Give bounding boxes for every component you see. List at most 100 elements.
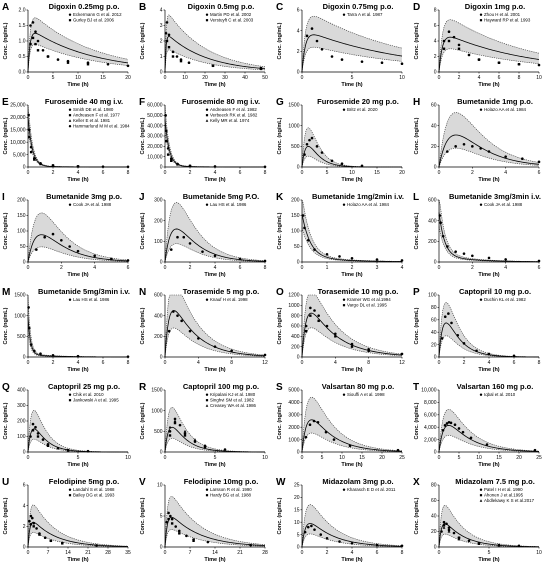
panel-n: N Torasemide 5 mg p.o. 0 4 8 12 0 200 400 600 Time… [137,285,274,380]
x-tick-label: 10 [536,75,542,81]
legend-marker [205,108,209,111]
y-tick-label: 1500 [151,388,162,394]
x-tick-label: 12 [262,360,268,366]
y-axis-label: Conc. (ng/mL) [414,117,420,154]
upper-bound-line [301,294,403,358]
upper-bound-line [301,504,403,548]
panel-label: S [276,382,283,393]
median-line [301,213,403,262]
data-point [400,259,404,262]
y-tick-label: 100 [291,229,300,235]
data-point [400,62,404,66]
x-tick-label: 21 [85,550,91,556]
x-tick-label: 0 [438,170,441,176]
y-axis-label: Conc. (ng/mL) [140,22,146,59]
data-point [178,532,181,535]
data-point [31,36,35,40]
lower-bound-line [164,327,266,358]
legend-entry: Cook JA et al. 1988 [73,202,112,207]
panel-label: E [2,97,9,108]
upper-bound-line [438,504,540,548]
panel-label: B [139,2,146,13]
chart-title: Valsartan 160 mg p.o. [457,382,534,391]
upper-bound-line [164,496,266,548]
x-tick-label: 8 [367,360,370,366]
data-point [400,544,404,548]
panel-svg: B Digoxin 0.5mg p.o. 0 10 20 30 40 50 0 1 2 3 4 Time … [139,2,268,88]
chart-title: Bumetanide 1mg/2min i.v. [312,192,404,201]
panel-label: D [413,2,420,13]
data-point [440,337,444,340]
x-tick-label: 0 [438,265,441,271]
x-tick-label: 8 [538,360,541,366]
x-tick-label: 0 [27,360,30,366]
data-point [320,151,324,154]
data-point [487,256,491,260]
data-point [169,248,173,251]
data-point [504,155,507,158]
x-tick-label: 0 [301,360,304,366]
x-tick-label: 35 [125,550,131,556]
y-tick-label: 30,000 [147,134,163,140]
x-axis-label: Time (h) [67,557,88,563]
panel-svg: F Furosemide 80 mg i.v. 0 2 4 6 8 0 10,000 20,000… [139,97,267,183]
y-tick-label: 0 [297,165,300,171]
data-point [29,435,32,438]
chart-title: Captopril 10 mg p.o. [459,287,531,296]
y-tick-label: 200 [17,198,26,204]
chart-title: Bumetanide 3mg/3min i.v. [449,192,541,201]
x-tick-label: 25 [399,455,405,461]
y-axis-label: Conc. (ng/mL) [277,497,283,534]
x-tick-label: 6 [102,170,105,176]
data-point [86,63,90,66]
x-tick-label: 10 [399,75,405,81]
data-point [497,61,501,64]
x-axis-label: Time (h) [204,82,225,88]
x-tick-label: 6 [513,360,516,366]
panel-w: W Midazolam 3mg p.o. 0 2 4 6 8 0 5 10 15 20 25 Time (… [274,475,411,570]
y-axis-label: Conc. (ng/mL) [414,497,420,534]
panel-svg: S Valsartan 80 mg p.o. 0 5 10 15 20 25 0 1000 2000… [276,382,405,468]
panel-label: C [276,2,283,13]
data-point [315,39,319,43]
data-point [456,334,460,337]
x-tick-label: 25 [536,455,542,461]
data-point [332,438,336,441]
upper-bound-line [301,396,403,453]
panel-svg: U Felodipine 5mg p.o. 0 7 14 21 28 35 0 2 4 6 Time (… [2,477,131,563]
data-point [340,58,344,61]
data-point [309,306,312,310]
y-tick-label: 100 [154,239,163,245]
chart-title: Torasemide 5 mg p.o. [183,287,260,296]
y-tick-label: 20 [294,495,300,501]
x-axis-label: Time (h) [478,177,499,183]
prediction-band [302,504,402,547]
x-tick-label: 4 [77,170,80,176]
legend-entry: Chik et al. 2010 [73,392,104,397]
data-point [452,35,456,39]
x-tick-label: 6 [538,170,541,176]
data-point [457,537,461,541]
data-point [304,435,308,439]
y-tick-label: 200 [154,334,163,340]
panel-i: I Bumetanide 3mg p.o. 0 2 4 6 0 50 100 150 200 Time… [0,190,137,285]
x-axis-label: Time (h) [67,367,88,373]
x-tick-label: 5 [458,455,461,461]
y-axis-label: Conc. (ng/mL) [140,497,146,534]
y-tick-label: 200 [291,198,300,204]
legend-entry: Hammarlund M M et al. 1984 [73,124,130,129]
upper-bound-line [438,199,540,262]
data-point [46,55,50,58]
y-tick-label: 300 [17,403,26,409]
data-point [188,329,192,333]
data-point [350,256,354,260]
data-point [230,349,233,353]
median-line [27,521,129,548]
x-axis-label: Time (h) [204,367,225,373]
chart-title: Felodipine 10mg p.o. [184,477,259,486]
data-point [452,531,456,535]
data-point [462,342,466,345]
data-point [446,150,449,153]
x-axis-label: Time (h) [67,462,88,468]
y-tick-label: 0 [434,355,437,361]
